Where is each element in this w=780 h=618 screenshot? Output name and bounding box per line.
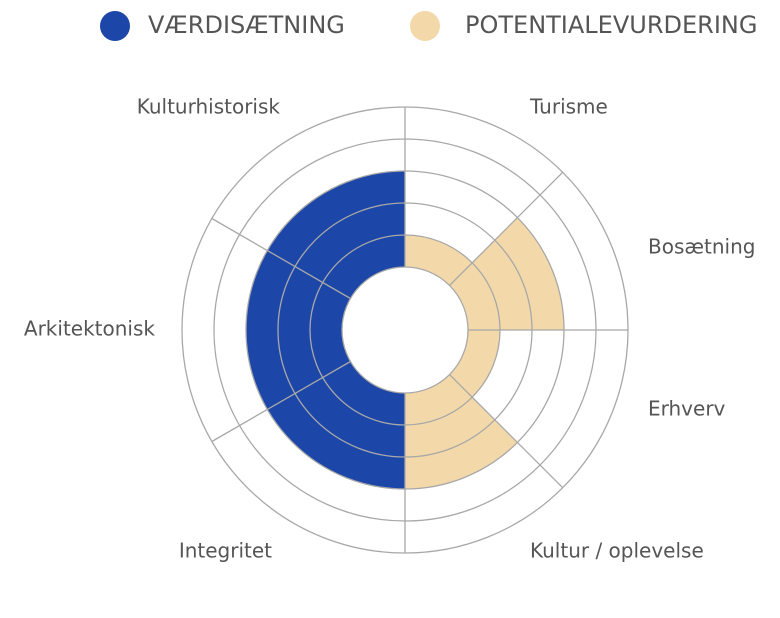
grid-spoke xyxy=(211,217,351,300)
grid-ring xyxy=(341,266,469,394)
bar xyxy=(405,235,473,286)
category-label: Erhverv xyxy=(648,397,726,421)
bar xyxy=(449,330,500,398)
category-label: Arkitektonisk xyxy=(24,317,156,341)
grid-spoke xyxy=(449,171,564,286)
category-label: Kultur / oplevelse xyxy=(530,539,704,563)
legend-label: POTENTIALEVURDERING xyxy=(465,11,757,39)
bar xyxy=(449,217,564,330)
grid-spoke xyxy=(449,374,564,489)
bar xyxy=(267,171,405,299)
bar xyxy=(267,361,405,489)
legend-swatch xyxy=(410,11,440,41)
bar xyxy=(405,374,518,489)
category-label: Integritet xyxy=(179,539,272,563)
category-label: Turisme xyxy=(529,95,608,119)
bar xyxy=(246,250,351,410)
legend-swatch xyxy=(100,11,130,41)
category-label: Kulturhistorisk xyxy=(137,95,281,119)
legend-label: VÆRDISÆTNING xyxy=(148,11,345,39)
grid-spoke xyxy=(211,360,351,443)
category-label: Bosætning xyxy=(648,235,755,259)
